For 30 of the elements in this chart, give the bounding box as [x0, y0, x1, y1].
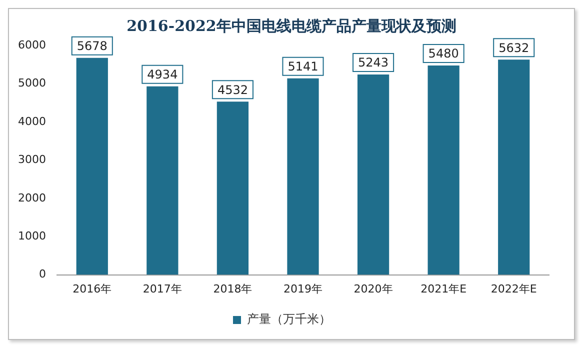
y-tick-label: 1000 — [18, 229, 46, 242]
x-tick-label: 2016年 — [72, 282, 112, 296]
bar — [287, 78, 319, 275]
data-label: 5243 — [358, 56, 389, 70]
bar — [428, 65, 460, 275]
data-label: 5678 — [76, 39, 108, 54]
y-tick-label: 3000 — [18, 153, 46, 166]
x-tick-label: 2019年 — [283, 282, 322, 296]
bar — [498, 60, 530, 275]
y-tick-label: 6000 — [18, 38, 46, 52]
bar — [216, 102, 249, 275]
bar — [357, 74, 390, 275]
bar — [76, 58, 108, 275]
data-label: 5632 — [498, 40, 530, 55]
y-tick-label: 2000 — [18, 191, 46, 204]
data-label: 4934 — [147, 67, 178, 82]
data-label: 4532 — [217, 82, 248, 97]
x-tick-label: 2017年 — [142, 282, 182, 296]
y-tick-label: 0 — [38, 268, 46, 281]
x-tick-label: 2021年E — [420, 282, 467, 296]
chart-title: 2016-2022年中国电线电缆产品产量现状及预测 — [126, 17, 458, 36]
bar — [146, 86, 178, 275]
legend-label: 产量（万千米） — [247, 312, 331, 326]
data-label: 5480 — [428, 46, 459, 61]
x-tick-label: 2020年 — [354, 282, 393, 296]
x-tick-label: 2022年E — [490, 282, 537, 296]
y-tick-label: 4000 — [18, 114, 46, 128]
x-tick-label: 2018年 — [213, 282, 252, 296]
y-tick-label: 5000 — [18, 76, 46, 90]
data-label: 5141 — [288, 60, 318, 74]
